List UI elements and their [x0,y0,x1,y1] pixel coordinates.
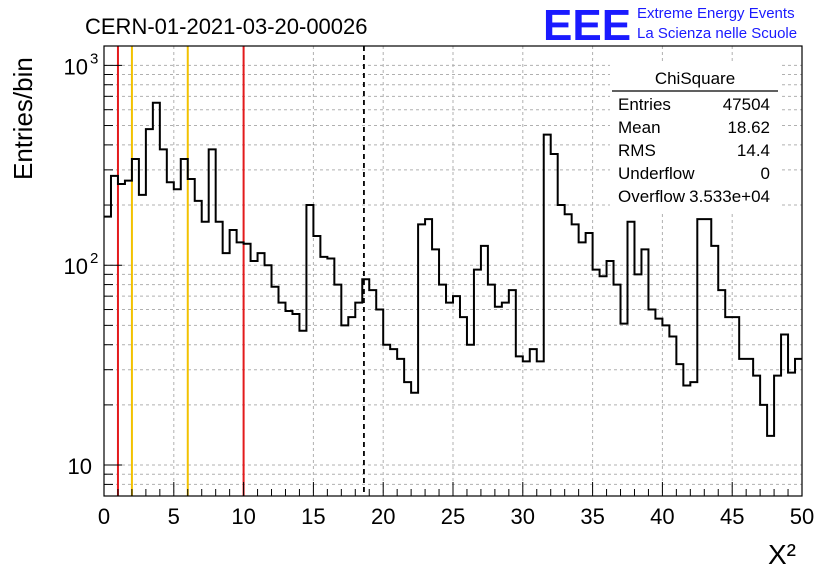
x-tick-label: 35 [580,504,604,529]
logo-line2: La Scienza nelle Scuole [637,25,797,42]
x-axis-title: X² [768,539,796,570]
stats-label-entries: Entries [618,95,671,114]
stats-label-overflow: Overflow [618,187,686,206]
stats-value-entries: 47504 [723,95,770,114]
histogram-bins [104,101,802,437]
stats-box: ChiSquare Entries 47504 Mean 18.62 RMS 1… [610,64,780,212]
stats-value-rms: 14.4 [737,141,770,160]
y-tick-exponent: 2 [90,250,98,267]
y-axis-title: Entries/bin [8,57,38,180]
stats-value-underflow: 0 [761,164,770,183]
y-tick-label: 10 [68,454,92,479]
x-tick-label: 45 [720,504,744,529]
x-tick-label: 10 [231,504,255,529]
stats-label-underflow: Underflow [618,164,695,183]
x-tick-labels: 0 5 10 15 20 25 30 35 40 45 50 [98,504,814,529]
logo-text: EEE [543,1,631,50]
stats-value-overflow: 3.533e+04 [689,187,770,206]
stats-label-rms: RMS [618,141,656,160]
x-tick-label: 20 [371,504,395,529]
axis-ticks [103,64,803,497]
histogram-outline [104,101,802,437]
x-tick-label: 25 [441,504,465,529]
eee-logo: EEE Extreme Energy Events La Scienza nel… [543,1,797,50]
x-tick-label: 50 [790,504,814,529]
stats-value-mean: 18.62 [727,118,770,137]
y-tick-label: 10 [64,54,88,79]
y-tick-exponent: 3 [90,50,98,67]
y-tick-label: 10 [64,254,88,279]
stats-title: ChiSquare [655,69,735,88]
stats-label-mean: Mean [618,118,661,137]
x-tick-label: 15 [301,504,325,529]
x-tick-label: 0 [98,504,110,529]
run-title: CERN-01-2021-03-20-00026 [85,14,368,39]
x-tick-label: 40 [650,504,674,529]
logo-line1: Extreme Energy Events [637,5,795,22]
x-tick-label: 5 [168,504,180,529]
marker-lines [116,46,365,496]
x-tick-label: 30 [511,504,535,529]
